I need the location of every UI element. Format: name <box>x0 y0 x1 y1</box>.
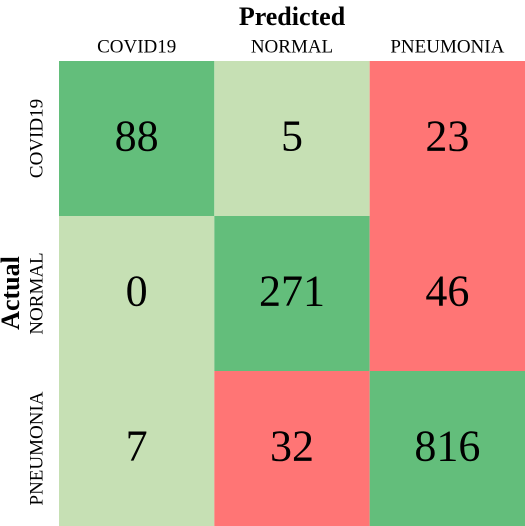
y-tick-label: NORMAL <box>26 252 47 334</box>
cell <box>369 216 525 371</box>
y-tick-label: PNEUMONIA <box>26 391 47 505</box>
x-tick-label: PNEUMONIA <box>390 36 504 57</box>
cell <box>214 371 370 526</box>
cell-label: 23 <box>425 112 469 161</box>
cell-label: 271 <box>259 267 325 316</box>
cell-label: 816 <box>414 422 480 471</box>
cell <box>369 61 525 216</box>
y-tick-label: COVID19 <box>26 99 47 178</box>
cell <box>59 61 215 216</box>
cell-label: 46 <box>425 267 469 316</box>
y-axis-title: Actual <box>0 256 25 330</box>
cell-label: 7 <box>126 422 148 471</box>
cell-label: 0 <box>126 267 148 316</box>
x-tick-label: NORMAL <box>251 36 333 57</box>
cell-label: 32 <box>270 422 314 471</box>
cell <box>59 371 215 526</box>
cell <box>369 371 525 526</box>
x-axis-title: Predicted <box>239 2 346 31</box>
cell-label: 88 <box>115 112 159 161</box>
cell <box>214 216 370 371</box>
cell <box>59 216 215 371</box>
cell-label: 5 <box>281 112 303 161</box>
x-tick-label: COVID19 <box>97 36 176 57</box>
cell <box>214 61 370 216</box>
